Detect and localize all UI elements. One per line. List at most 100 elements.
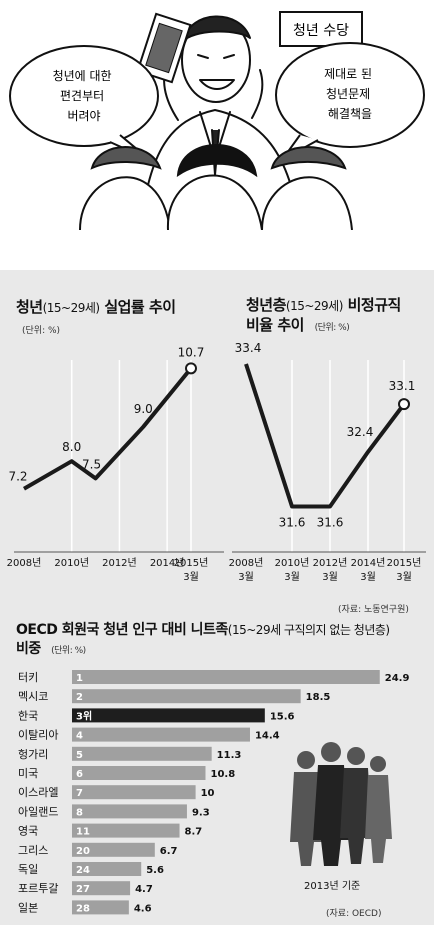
chart1-tick-label-4: 2015년 <box>174 557 209 569</box>
chart1-series-line <box>23 367 193 491</box>
chart1-data-label-4: 10.7 <box>178 345 205 359</box>
chart3-bar-9 <box>72 842 155 857</box>
svg-text:청년에 대한 편견부터 버려야: 청년에 대한 편견부터 버려야 <box>53 69 116 123</box>
chart1-data-label-0: 7.2 <box>8 470 27 484</box>
chart2-title-line2: 비율 추이 <box>246 316 304 334</box>
chart3-category-label-12: 일본 <box>18 900 38 914</box>
chart3-rank-label-4: 5 <box>76 750 83 761</box>
chart3-neet-bars: 터키 1 24.9 멕시코 2 18.5 한국 3위 15.6 이탈리아 4 14.4 헝가리 5 11.3… <box>18 670 409 915</box>
chart3-rank-label-7: 8 <box>76 807 83 818</box>
chart2-nonregular-line: 33.4 31.6 31.6 32.4 33.1 2008년 3월 2010년 3월 2012년 3… <box>229 341 426 583</box>
chart3-category-label-6: 이스라엘 <box>18 786 58 799</box>
chart3-bar-7 <box>72 804 187 819</box>
chart3-bar-10 <box>72 862 142 876</box>
chart3-category-label-9: 그리스 <box>18 844 48 857</box>
chart2-tick-label-year-1: 2010년 <box>275 557 310 569</box>
chart2-tick-label-month-0: 3월 <box>238 571 254 583</box>
chart2-data-label-0: 33.4 <box>235 341 262 355</box>
chart1-tick-label-0: 2008년 <box>7 557 42 569</box>
chart3-bar-5 <box>72 766 206 780</box>
chart1-data-label-3: 9.0 <box>134 402 153 416</box>
chart1-endpoint-marker <box>185 362 197 375</box>
chart3-rank-label-8: 11 <box>76 827 90 838</box>
chart3-bar-0 <box>72 670 380 684</box>
bubble-right-line3: 해결책을 <box>328 106 372 121</box>
chart2-tick-label-year-3: 2014년 <box>351 557 386 569</box>
chart2-tick-label-year-2: 2012년 <box>313 557 348 569</box>
sign-text: 청년 수당 <box>293 23 349 39</box>
bubble-right-line2: 청년문제 <box>326 87 370 101</box>
chart2-tick-label-month-4: 3월 <box>396 571 412 583</box>
chart3-rank-label-5: 6 <box>76 769 83 780</box>
chart3-bar-12 <box>72 900 129 915</box>
chart3-bar-6 <box>72 785 196 800</box>
chart1-tick-label-5: 3월 <box>183 571 199 583</box>
chart1-tick-label-2: 2012년 <box>102 557 137 569</box>
chart3-category-label-2: 한국 <box>18 709 38 722</box>
chart3-bar-3 <box>72 727 250 742</box>
chart3-bar-11 <box>72 881 131 896</box>
chart3-value-label-10: 5.6 <box>146 865 164 876</box>
chart3-rank-label-1: 2 <box>76 692 83 703</box>
chart2-title: 청년층(15~29세) 비정규직 비율 추이 (단위: %) <box>246 296 401 334</box>
chart1-tick-label-1: 2010년 <box>54 557 89 569</box>
bubble-left-line1: 청년에 대한 <box>53 69 112 83</box>
chart3-rank-label-3: 4 <box>76 731 83 742</box>
chart3-value-label-5: 10.8 <box>210 769 235 780</box>
chart2-data-label-4: 33.1 <box>389 379 416 393</box>
chart2-tick-label-month-3: 3월 <box>360 571 376 583</box>
svg-text:제대로 된 청년문제 해결책을: 제대로 된 청년문제 해결책을 <box>324 67 376 121</box>
bubble-left-line2: 편견부터 <box>60 89 104 103</box>
chart1-unemployment-line: 7.2 8.07.5 9.0 10.7 2008년 2010년 2012년 2014년2015… <box>7 345 224 583</box>
chart1-data-label-2: 7.5 <box>82 457 101 471</box>
chart2-tick-label-year-4: 2015년 <box>387 557 422 569</box>
chart3-value-label-12: 4.6 <box>134 903 152 914</box>
chart3-bar-4 <box>72 746 212 761</box>
chart3-title: OECD 회원국 청년 인구 대비 니트족(15~29세 구직의지 없는 청년층… <box>16 622 390 657</box>
chart3-category-label-1: 멕시코 <box>18 690 48 703</box>
chart1-unit: (단위: %) <box>22 326 61 336</box>
chart3-bar-2 <box>72 708 265 723</box>
chart2-data-label-3: 32.4 <box>347 425 374 439</box>
chart3-category-label-4: 헝가리 <box>18 748 48 761</box>
chart3-rank-label-12: 28 <box>76 903 90 914</box>
chart3-bar-8 <box>72 823 180 838</box>
chart1-title: 청년(15~29세) 실업률 추이 <box>16 298 176 316</box>
chart3-category-label-0: 터키 <box>18 671 38 684</box>
chart2-data-label-2: 31.6 <box>317 516 344 530</box>
chart1-data-label-1: 8.0 <box>62 440 81 454</box>
chart2-series-line <box>244 363 406 509</box>
chart2-tick-label-year-0: 2008년 <box>229 557 264 569</box>
chart3-category-label-3: 이탈리아 <box>18 729 58 742</box>
chart3-value-label-2: 15.6 <box>270 711 295 722</box>
chart1-tick-label-3: 2014년 <box>150 557 185 569</box>
chart3-category-label-10: 독일 <box>18 862 38 876</box>
speech-bubble-left <box>9 45 159 147</box>
chart3-category-label-5: 미국 <box>18 767 38 780</box>
chart2-tick-label-month-1: 3월 <box>284 571 300 583</box>
chart3-rank-label-9: 20 <box>76 846 90 857</box>
chart3-value-label-9: 6.7 <box>160 846 178 857</box>
chart3-note: 2013년 기준 <box>304 881 361 892</box>
chart3-value-label-8: 8.7 <box>185 827 203 838</box>
chart3-rank-label-0: 1 <box>76 673 83 684</box>
chart2-unit: (단위: %) <box>314 323 350 333</box>
chart3-unit: (단위: %) <box>51 646 86 656</box>
chart3-value-label-1: 18.5 <box>306 692 331 703</box>
chart3-value-label-7: 9.3 <box>192 807 210 818</box>
chart3-title-line2: 비중 <box>16 641 41 657</box>
chart3-category-label-8: 영국 <box>18 825 38 838</box>
chart3-rank-label-11: 27 <box>76 884 90 895</box>
chart3-rank-label-2: 3위 <box>76 709 92 722</box>
chart3-value-label-4: 11.3 <box>217 750 242 761</box>
chart2-endpoint-marker <box>398 398 410 411</box>
chart2-source: (자료: 노동연구원) <box>338 605 409 615</box>
bubble-right-line1: 제대로 된 <box>324 67 372 81</box>
chart3-bar-1 <box>72 689 301 704</box>
audience <box>79 144 353 230</box>
chart3-category-label-11: 포르투갈 <box>18 881 58 895</box>
speech-bubble-right <box>275 42 425 148</box>
chart3-rank-label-6: 7 <box>76 788 83 799</box>
chart2-tick-label-month-2: 3월 <box>322 571 338 583</box>
chart3-rank-label-10: 24 <box>76 865 90 876</box>
